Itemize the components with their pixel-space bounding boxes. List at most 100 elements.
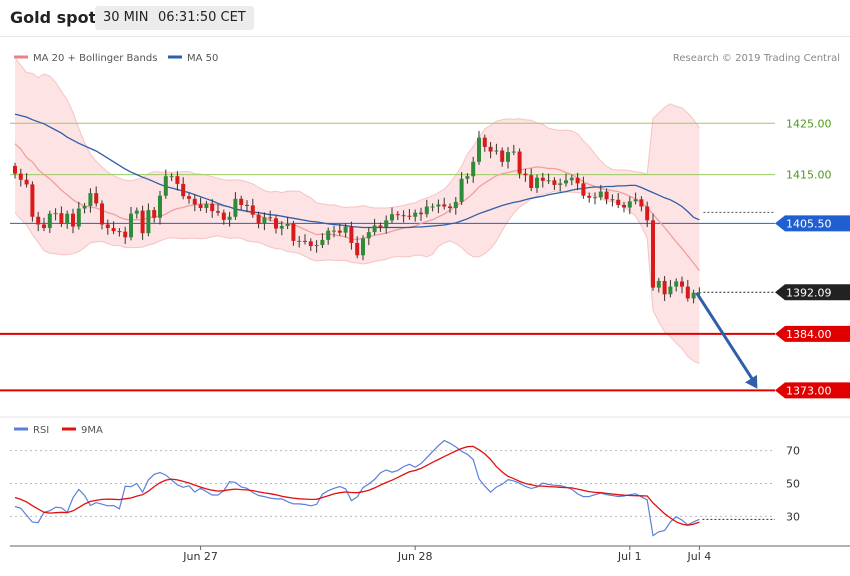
candle-body xyxy=(622,204,626,208)
candle xyxy=(36,211,41,232)
candle-body xyxy=(163,176,168,196)
candle-body xyxy=(361,238,365,256)
candle xyxy=(569,174,574,186)
candle xyxy=(250,198,255,218)
candle-body xyxy=(488,146,493,152)
candle xyxy=(355,236,360,259)
candle xyxy=(105,219,110,235)
rsi-9ma-line xyxy=(14,445,700,526)
candle-body xyxy=(569,177,574,181)
candle xyxy=(233,192,238,220)
candle xyxy=(256,211,261,229)
candle-body xyxy=(604,191,609,200)
candle xyxy=(210,199,215,218)
candle xyxy=(633,192,638,205)
candle-body xyxy=(639,199,644,207)
candle-body xyxy=(651,220,655,288)
candle-body xyxy=(169,176,174,178)
candle xyxy=(146,203,151,237)
candle xyxy=(314,240,319,253)
candle xyxy=(320,233,325,249)
candle-body xyxy=(181,183,186,197)
candle-body xyxy=(482,137,487,147)
candle-body xyxy=(448,206,452,209)
candle-body xyxy=(216,211,220,213)
candle xyxy=(459,172,464,205)
timeframe-button[interactable]: 30 MIN xyxy=(95,6,157,30)
candle-body xyxy=(268,217,273,219)
rsi-tick-label: 70 xyxy=(786,445,800,458)
candle-body xyxy=(407,215,412,217)
candle xyxy=(181,177,186,200)
candle-body xyxy=(100,203,104,225)
candle xyxy=(419,207,423,221)
candle xyxy=(216,204,220,216)
candle xyxy=(239,195,244,210)
projection-arrow-head xyxy=(745,374,758,389)
candle xyxy=(94,186,99,207)
candle-body xyxy=(158,195,162,218)
candle-body xyxy=(668,286,673,295)
candle-body xyxy=(94,193,99,204)
candle xyxy=(366,227,371,245)
candle-body xyxy=(76,208,81,227)
candle xyxy=(88,188,93,213)
candle-body xyxy=(378,225,383,228)
candle-body xyxy=(691,292,696,299)
candle-body xyxy=(129,213,133,238)
candle-body xyxy=(337,230,342,233)
projection-arrow-shaft xyxy=(695,291,755,382)
candle xyxy=(517,148,522,179)
candle xyxy=(65,210,70,229)
level-label-3: 1392.09 xyxy=(786,286,832,299)
candle xyxy=(169,173,174,182)
candle-body xyxy=(36,216,41,225)
legend-label-ma20: MA 20 + Bollinger Bands xyxy=(33,53,157,64)
candle-body xyxy=(610,199,615,201)
legend-label-ma50: MA 50 xyxy=(187,53,218,64)
candle-body xyxy=(540,177,545,181)
candle xyxy=(604,188,609,205)
bollinger-fill xyxy=(15,58,700,364)
candle xyxy=(535,174,539,193)
candle-body xyxy=(140,210,145,234)
candle xyxy=(488,142,493,159)
candle xyxy=(680,276,684,294)
candle-body xyxy=(233,198,238,217)
candle xyxy=(291,220,296,246)
candle-body xyxy=(685,286,690,299)
candle xyxy=(71,208,75,234)
candle-body xyxy=(598,191,603,198)
candle-body xyxy=(424,206,429,215)
candle xyxy=(24,173,29,188)
candle-body xyxy=(558,183,563,185)
candle-body xyxy=(413,212,418,217)
candle-body xyxy=(82,205,87,209)
candle-body xyxy=(645,206,650,221)
candle-body xyxy=(285,223,290,226)
candle-body xyxy=(506,152,510,162)
candle xyxy=(198,197,203,212)
candle xyxy=(395,211,400,221)
level-label-1: 1415.00 xyxy=(786,169,832,182)
candle-body xyxy=(175,176,180,184)
candle-body xyxy=(697,292,702,294)
x-tick-label: Jul 4 xyxy=(687,550,712,563)
candle-body xyxy=(633,199,638,202)
candle-body xyxy=(204,203,209,209)
candle xyxy=(297,236,302,248)
level-label-box-2 xyxy=(775,215,850,232)
candle-body xyxy=(111,228,116,232)
candle xyxy=(274,215,278,234)
x-axis: Jun 27 Jun 28 Jul 1 Jul 4 xyxy=(10,545,850,563)
candle xyxy=(337,223,342,236)
candle xyxy=(511,144,516,156)
candle-body xyxy=(517,151,522,174)
candle xyxy=(117,228,122,237)
candle xyxy=(627,196,632,215)
candle xyxy=(390,207,394,224)
candle xyxy=(59,206,64,228)
candle-body xyxy=(250,205,255,215)
candle-body xyxy=(477,137,481,162)
candle xyxy=(685,279,690,302)
